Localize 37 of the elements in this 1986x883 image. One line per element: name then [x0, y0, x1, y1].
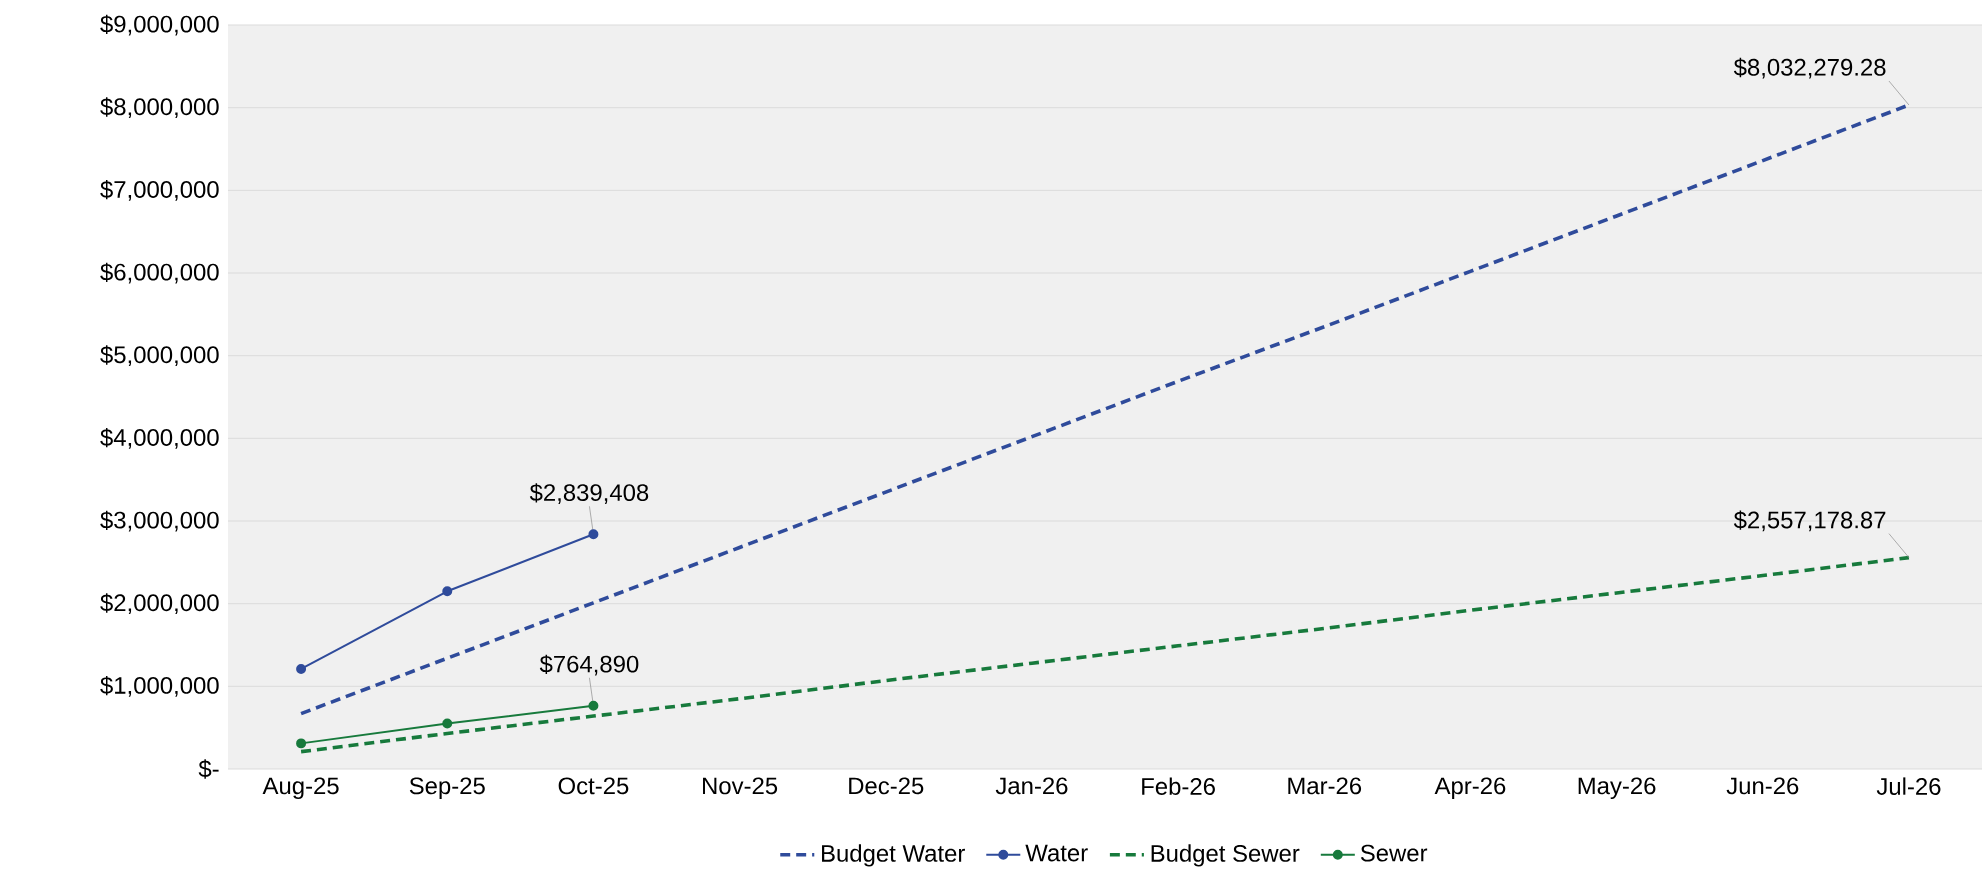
x-tick-label: Oct-25: [558, 777, 629, 795]
y-tick-label: $6,000,000: [100, 262, 219, 284]
y-tick-label: $3,000,000: [100, 510, 219, 532]
legend-label: Budget Sewer: [1151, 844, 1300, 867]
data-label: $764,890: [539, 654, 639, 676]
x-tick-label: Jun-26: [1726, 777, 1799, 795]
point: [296, 663, 307, 674]
y-tick-label: $5,000,000: [100, 345, 219, 367]
x-tick-label: Nov-25: [703, 777, 778, 795]
x-tick-label: Apr-26: [1434, 777, 1506, 800]
x-tick-label: Sep-25: [409, 777, 485, 800]
legend-label: Budget Water: [822, 844, 965, 867]
x-tick-label: May-26: [1578, 777, 1656, 800]
data-label: $8,032,279.28: [1733, 57, 1886, 79]
x-tick-label: Feb-26: [1142, 777, 1215, 795]
x-tick-label: Aug-25: [262, 777, 339, 800]
point: [588, 700, 599, 711]
y-tick-label: $8,000,000: [100, 97, 219, 119]
y-tick-label: $7,000,000: [100, 179, 219, 201]
point: [296, 738, 307, 749]
y-tick-label: $2,000,000: [100, 593, 219, 615]
point: [588, 529, 599, 540]
data-label: $2,839,408: [529, 483, 649, 504]
y-tick-label: $1,000,000: [100, 675, 219, 697]
x-tick-label: Dec-25: [849, 777, 924, 795]
y-tick-label: $9,000,000: [100, 14, 219, 36]
point: [442, 718, 453, 729]
line-series: [299, 555, 1911, 754]
y-tick-label: $4,000,000: [100, 427, 219, 449]
point: [442, 586, 453, 597]
legend-label: Sewer: [1360, 844, 1428, 862]
x-tick-label: Jan-26: [995, 777, 1068, 795]
legend-label: Water: [1025, 844, 1088, 862]
data-label: $2,557,178.87: [1733, 510, 1886, 532]
x-tick-label: Jul-26: [1876, 777, 1941, 795]
x-tick-label: Mar-26: [1288, 777, 1362, 795]
y-tick-label: $-: [198, 759, 219, 779]
